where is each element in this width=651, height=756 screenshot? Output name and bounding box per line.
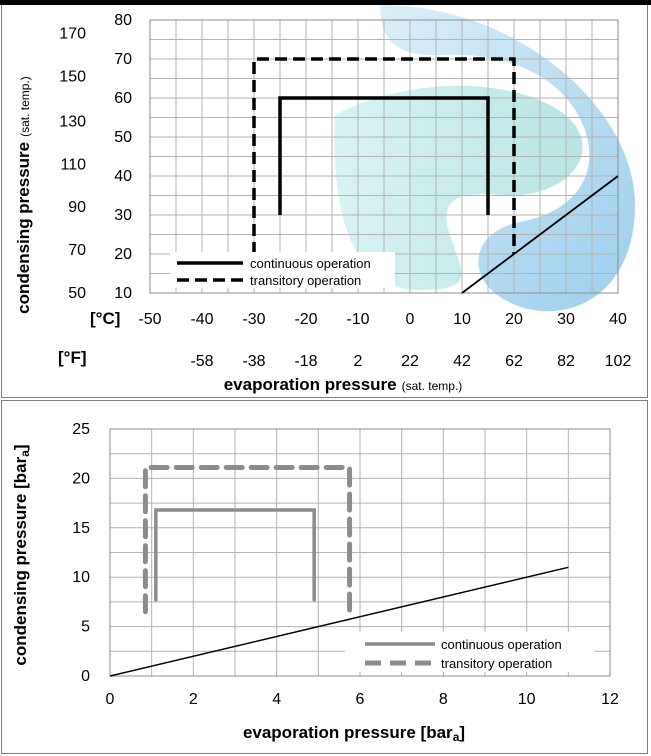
x-tick-label-c: 0 (406, 311, 415, 328)
y-axis-title-suffix: (sat. temp.) (18, 76, 32, 137)
legend-label-continuous: continuous operation (250, 256, 371, 271)
legend-bottom: continuous operation transitory operation (345, 632, 595, 672)
x-tick-label-f: 42 (453, 353, 471, 370)
x-axis-title-main: evaporation pressure (224, 375, 397, 394)
x-tick-label: 0 (106, 691, 115, 708)
y-tick-label-c: 10 (114, 285, 132, 302)
unit-label-celsius: [°C] (90, 309, 120, 328)
x-tick-label-c: 10 (453, 311, 471, 328)
y-axis-title-subscript: a (18, 450, 32, 457)
top-rule (0, 0, 651, 5)
x-axis-title-end: ] (459, 723, 465, 742)
x-tick-label-c: 20 (505, 311, 523, 328)
y-tick-label: 5 (81, 619, 90, 636)
plot-area-border (109, 428, 611, 677)
y-axis-title-main: condensing pressure [bar (11, 456, 30, 665)
series-line-2 (142, 465, 353, 615)
legend-label-transitory: transitory operation (250, 273, 361, 288)
x-tick-label-c: -10 (346, 311, 369, 328)
y-tick-label: 20 (72, 470, 90, 487)
x-tick-label-f: -18 (294, 353, 317, 370)
x-tick-label: 6 (356, 691, 365, 708)
x-tick-label-f: -58 (190, 353, 213, 370)
x-tick-label-c: -20 (294, 311, 317, 328)
x-axis-title-main: evaporation pressure [bar (243, 723, 453, 742)
x-tick-label: 4 (272, 691, 281, 708)
x-axis-title: evaporation pressure [bara] (243, 723, 465, 744)
y-tick-label-f: 110 (60, 156, 86, 173)
y-tick-label-c: 20 (114, 246, 132, 263)
series-line-2 (252, 57, 516, 254)
legend-top: continuous operation transitory operation (170, 252, 395, 288)
x-tick-label-f: 2 (354, 353, 363, 370)
plot-area-border (149, 19, 619, 294)
x-tick-label-c: -50 (138, 311, 161, 328)
series-line-3 (461, 175, 619, 294)
y-tick-label-c: 50 (114, 129, 132, 146)
y-tick-label-f: 70 (68, 242, 86, 259)
x-tick-label-f: 62 (505, 353, 523, 370)
chart-bottom: continuous operation transitory operation… (11, 421, 619, 744)
x-tick-label-c: -40 (190, 311, 213, 328)
y-tick-label: 0 (81, 668, 90, 685)
y-axis-title-main: condensing pressure (14, 142, 33, 314)
chart-top: continuous operation transitory operation… (14, 12, 631, 394)
x-tick-label: 2 (189, 691, 198, 708)
y-axis-title: condensing pressure [bara] (11, 444, 32, 665)
y-tick-label-f: 50 (68, 285, 86, 302)
y-tick-label-f: 150 (59, 69, 86, 86)
chart-frame-bottom (1, 400, 648, 754)
series-line-3 (109, 566, 569, 677)
legend-label-transitory: transitory operation (441, 656, 552, 671)
y-tick-label-c: 80 (114, 12, 132, 29)
y-axis-title-end: ] (11, 444, 30, 450)
y-tick-label-f: 90 (68, 199, 86, 216)
legend-label-continuous: continuous operation (441, 637, 562, 652)
y-tick-label-c: 30 (114, 207, 132, 224)
x-tick-label-c: 40 (609, 311, 627, 328)
series-line-1 (278, 96, 490, 215)
x-tick-label: 12 (601, 691, 619, 708)
x-tick-label-c: -30 (242, 311, 265, 328)
y-tick-label: 10 (72, 569, 90, 586)
series-line-1 (154, 508, 316, 602)
y-tick-label: 15 (72, 520, 90, 537)
y-tick-label-f: 130 (59, 113, 86, 130)
legend-background (170, 252, 395, 288)
chart-frame-top (1, 5, 648, 398)
x-tick-label: 10 (518, 691, 536, 708)
y-tick-label-c: 70 (114, 51, 132, 68)
x-tick-label-f: 82 (557, 353, 575, 370)
x-axis-title: evaporation pressure (sat. temp.) (224, 375, 463, 394)
x-tick-label-f: 102 (605, 353, 632, 370)
x-tick-label: 8 (439, 691, 448, 708)
y-tick-label-c: 60 (114, 90, 132, 107)
x-tick-label-f: -38 (242, 353, 265, 370)
y-tick-label-c: 40 (114, 168, 132, 185)
y-axis-title: condensing pressure (sat. temp.) (14, 76, 33, 314)
y-tick-label: 25 (72, 421, 90, 438)
x-tick-label-f: 22 (401, 353, 419, 370)
x-axis-title-subscript: a (453, 730, 460, 744)
legend-background (345, 632, 595, 672)
unit-label-fahrenheit: [°F] (58, 348, 87, 367)
x-axis-title-suffix: (sat. temp.) (402, 379, 463, 393)
y-tick-label-f: 170 (59, 26, 86, 43)
x-tick-label-c: 30 (557, 311, 575, 328)
